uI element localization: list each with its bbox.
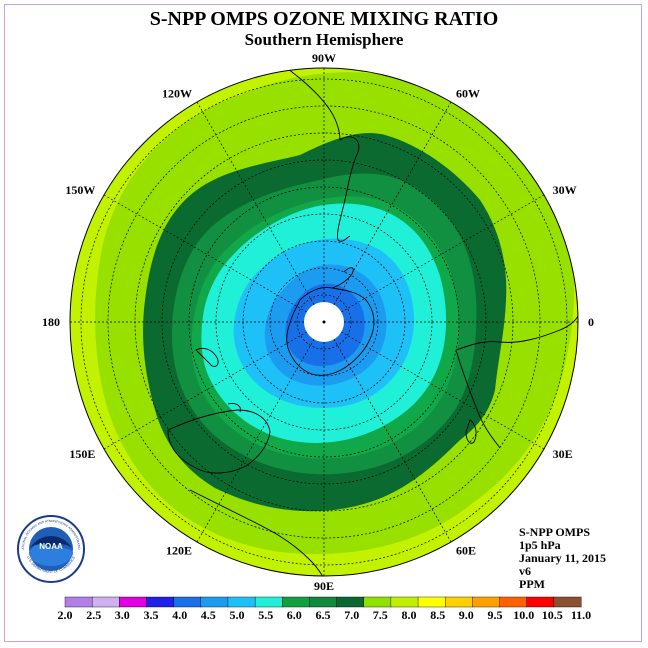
colorbar-tick-label: 5.0 <box>230 608 245 622</box>
colorbar-tick-label: 10.0 <box>513 608 534 622</box>
colorbar-swatch <box>553 596 582 608</box>
colorbar-tick-label: 7.0 <box>344 608 359 622</box>
longitude-label: 60W <box>456 86 480 100</box>
longitude-label: 90W <box>312 51 336 65</box>
info-units: PPM <box>519 577 545 591</box>
longitude-label: 120W <box>162 86 192 100</box>
info-date: January 11, 2015 <box>519 551 607 565</box>
meridian-lines <box>70 68 578 576</box>
colorbar-tick-label: 7.5 <box>373 608 388 622</box>
longitude-label: 30W <box>553 183 577 197</box>
info-block: S-NPP OMPS 1p5 hPa January 11, 2015 v6 P… <box>519 526 606 591</box>
colorbar-swatch <box>64 596 93 608</box>
colorbar-swatch <box>472 596 501 608</box>
colorbar-swatch <box>146 596 175 608</box>
longitude-label: 180 <box>42 315 60 329</box>
info-level: 1p5 hPa <box>519 538 561 552</box>
info-instrument: S-NPP OMPS <box>519 525 590 539</box>
colorbar-swatch <box>417 596 446 608</box>
colorbar-tick-label: 6.5 <box>316 608 331 622</box>
meridian-line <box>196 339 315 543</box>
longitude-label: 30E <box>553 447 573 461</box>
colorbar-tick-label: 5.5 <box>258 608 273 622</box>
colorbar-tick-label: 6.0 <box>287 608 302 622</box>
meridian-line <box>341 194 545 313</box>
meridian-line <box>341 331 545 450</box>
colorbar-swatch <box>499 596 528 608</box>
colorbar-tick-label: 3.5 <box>144 608 159 622</box>
colorbar-swatch <box>200 596 229 608</box>
colorbar-swatch <box>363 596 392 608</box>
map-title: S-NPP OMPS OZONE MIXING RATIO <box>149 8 499 30</box>
meridian-line <box>333 101 452 305</box>
colorbar-swatch <box>309 596 338 608</box>
meridian-line <box>333 339 452 543</box>
longitude-label: 0 <box>588 315 594 329</box>
longitude-labels: 0 30E 60E 90E 120E 150E 180 150W 120W 90W 60W 30W <box>42 51 594 593</box>
colorbar-tick-label: 2.0 <box>58 608 73 622</box>
page-frame <box>4 4 642 642</box>
colorbar-swatch <box>336 596 365 608</box>
map-subtitle: Southern Hemisphere <box>244 30 404 49</box>
colorbar-swatch <box>526 596 555 608</box>
logo-text: NOAA <box>39 542 63 551</box>
colorbar-swatch <box>173 596 202 608</box>
colorbar-swatch <box>282 596 310 608</box>
colorbar-swatches <box>64 596 582 608</box>
colorbar-swatch <box>254 596 283 608</box>
meridian-line <box>103 194 307 313</box>
colorbar-tick-label: 4.0 <box>172 608 187 622</box>
map-border <box>69 67 579 577</box>
colorbar-tick-label: 10.5 <box>542 608 563 622</box>
south-pole-point <box>322 320 326 324</box>
noaa-logo-icon: NOAA NATIONAL OCEANIC AND ATMOSPHERIC AD… <box>16 514 85 583</box>
longitude-label: 90E <box>314 579 334 593</box>
colorbar-tick-label: 9.5 <box>488 608 503 622</box>
colorbar-tick-label: 11.0 <box>571 608 591 622</box>
longitude-label: 150E <box>69 447 95 461</box>
colorbar-tick-label: 9.0 <box>459 608 474 622</box>
colorbar-swatch <box>445 596 473 608</box>
colorbar-swatch <box>227 596 256 608</box>
colorbar-swatch <box>91 596 120 608</box>
meridian-line <box>196 101 315 305</box>
colorbar-swatch <box>390 596 419 608</box>
colorbar-tick-label: 3.0 <box>115 608 130 622</box>
colorbar-tick-label: 2.5 <box>86 608 101 622</box>
colorbar-tick-label: 8.5 <box>430 608 445 622</box>
info-version: v6 <box>519 564 531 578</box>
longitude-label: 150W <box>65 183 95 197</box>
meridian-line <box>103 331 307 450</box>
colorbar-tick-label: 8.0 <box>402 608 417 622</box>
colorbar-tick-label: 4.5 <box>201 608 216 622</box>
coastlines <box>167 68 578 576</box>
longitude-label: 60E <box>456 544 476 558</box>
colorbar-swatch <box>119 596 147 608</box>
longitude-label: 120E <box>166 544 192 558</box>
colorbar-labels: 2.0 2.5 3.0 3.5 4.0 4.5 5.0 5.5 6.0 6.5 7.0 7.5 8.0 8… <box>58 608 592 622</box>
